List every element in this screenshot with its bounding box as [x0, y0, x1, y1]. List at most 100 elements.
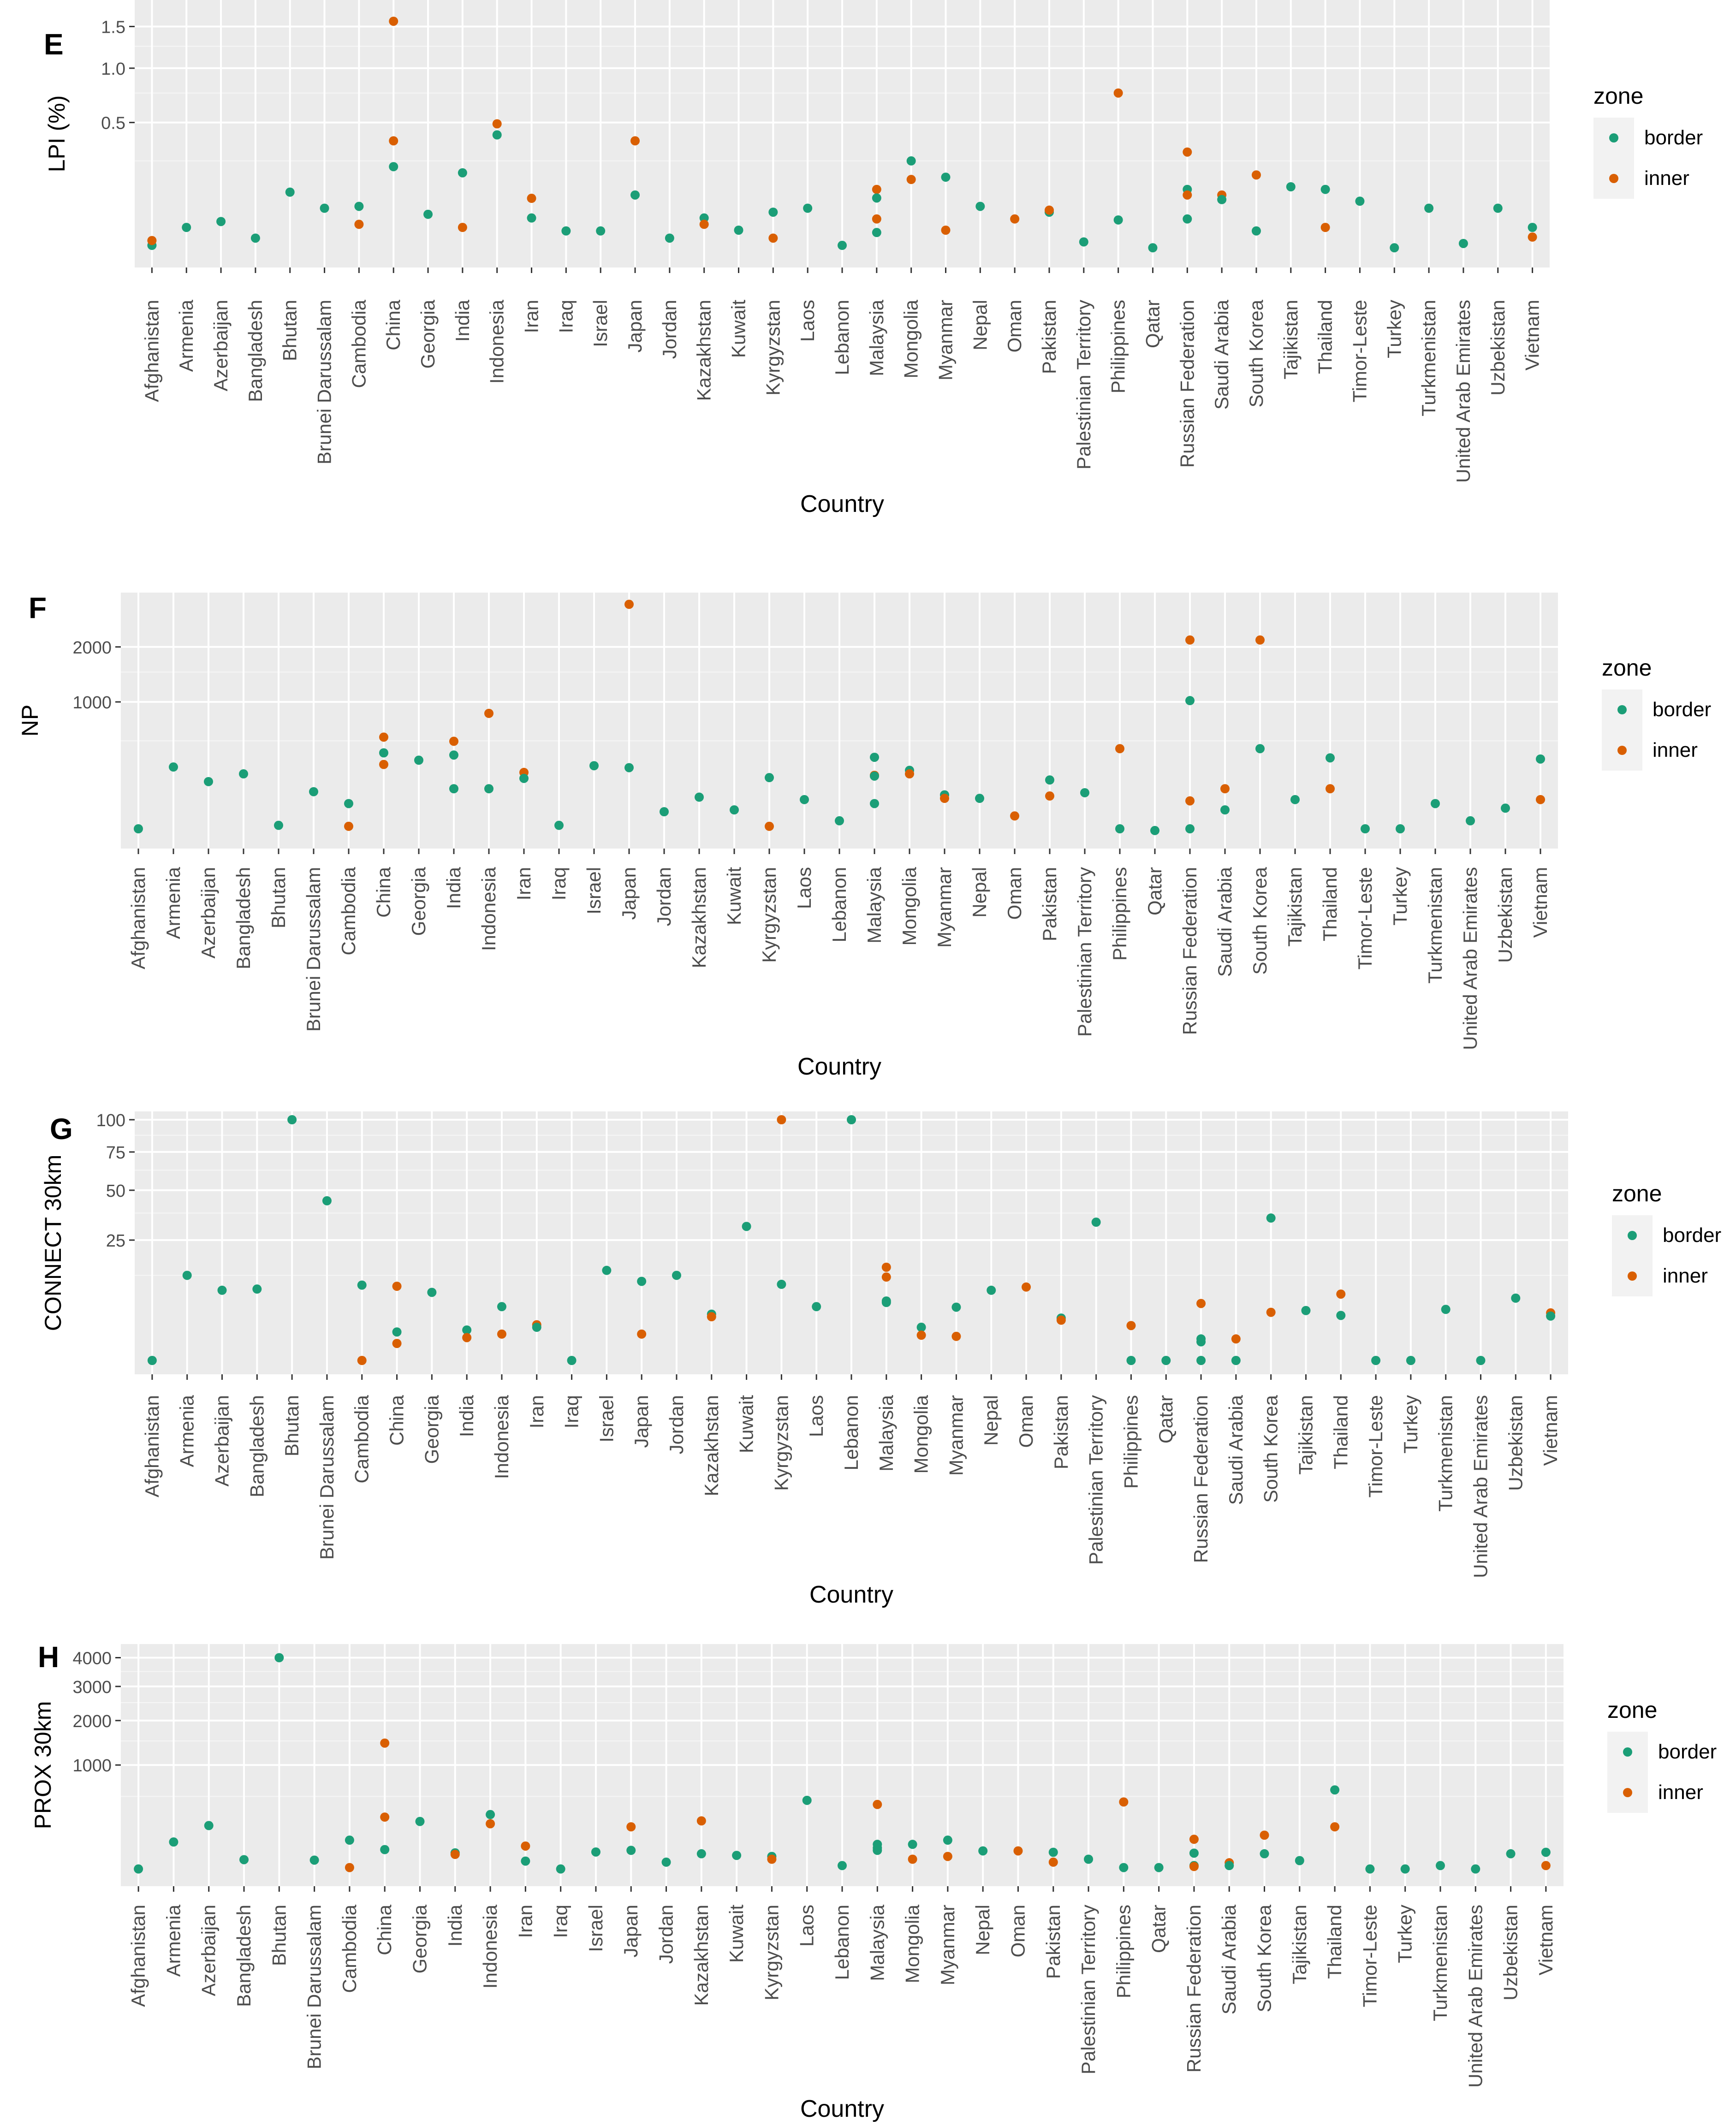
legend-key-border	[1623, 1747, 1632, 1757]
x-tick-label: Kuwait	[725, 1905, 747, 1963]
data-point-border	[1217, 195, 1227, 204]
data-point-border	[1161, 1356, 1171, 1365]
data-point-border	[1371, 1356, 1381, 1365]
x-tick-label: Armenia	[162, 867, 184, 939]
data-point-border	[978, 1846, 988, 1856]
data-point-border	[916, 1323, 926, 1332]
x-tick-label: Kazakhstan	[693, 300, 715, 401]
data-point-inner	[1251, 170, 1261, 180]
data-point-inner	[624, 600, 634, 609]
data-point-border	[521, 1856, 530, 1866]
data-point-border	[458, 168, 467, 178]
x-tick-label: Israel	[583, 867, 605, 915]
legend-label-border: border	[1658, 1740, 1717, 1763]
x-tick-label: Timor-Leste	[1365, 1395, 1386, 1498]
data-point-inner	[905, 769, 914, 779]
data-point-inner	[768, 233, 778, 243]
x-tick-label: Qatar	[1155, 1395, 1177, 1443]
data-point-border	[881, 1298, 891, 1307]
data-point-inner	[1022, 1282, 1031, 1292]
x-tick-label: Timor-Leste	[1359, 1905, 1380, 2007]
data-point-inner	[1013, 1846, 1023, 1856]
x-tick-label: Thailand	[1324, 1905, 1345, 1979]
data-point-border	[602, 1265, 612, 1275]
data-point-inner	[1189, 1835, 1199, 1844]
data-point-border	[732, 1851, 742, 1860]
data-point-border	[274, 820, 283, 830]
x-tick-label: Oman	[1015, 1395, 1037, 1448]
y-axis-title: LPI (%)	[44, 95, 70, 172]
data-point-border	[309, 787, 318, 796]
x-tick-label: Russian Federation	[1179, 867, 1201, 1035]
x-tick-label: Kyrgyzstan	[762, 300, 784, 396]
x-tick-label: Japan	[630, 1395, 652, 1448]
data-point-inner	[1260, 1830, 1269, 1840]
data-point-border	[449, 784, 458, 794]
data-point-border	[1330, 1785, 1340, 1795]
x-tick-label: Cambodia	[339, 1904, 360, 1993]
data-point-border	[941, 172, 951, 182]
data-point-border	[554, 820, 564, 830]
x-tick-label: Turkey	[1400, 1395, 1421, 1454]
x-tick-label: Philippines	[1112, 1905, 1134, 1998]
data-point-border	[345, 1835, 354, 1845]
x-tick-label: Myanmar	[933, 867, 955, 948]
x-tick-label: Palestinian Territory	[1074, 867, 1095, 1037]
x-tick-label: Kuwait	[736, 1395, 757, 1453]
x-tick-label: Jordan	[659, 300, 680, 359]
data-point-border	[389, 162, 398, 172]
data-point-inner	[497, 1329, 506, 1339]
x-tick-label: Kyrgyzstan	[770, 1395, 792, 1491]
data-point-inner	[449, 736, 458, 746]
data-point-border	[908, 1840, 917, 1849]
x-tick-label: Bangladesh	[233, 1905, 255, 2007]
x-tick-label: Brunei Darussalam	[314, 300, 335, 464]
data-point-inner	[357, 1356, 367, 1365]
x-tick-label: Saudi Arabia	[1214, 867, 1236, 977]
data-point-border	[734, 226, 743, 235]
x-tick-label: Uzbekistan	[1504, 1395, 1526, 1491]
data-point-inner	[450, 1850, 460, 1859]
data-point-inner	[1528, 232, 1537, 242]
x-tick-label: South Korea	[1260, 1395, 1282, 1502]
data-point-border	[134, 1864, 143, 1874]
x-tick-label: Brunei Darussalam	[316, 1395, 338, 1560]
y-tick-label: 4000	[72, 1649, 112, 1668]
data-point-border	[872, 228, 881, 238]
data-point-border	[561, 226, 571, 236]
x-tick-label: Cambodia	[338, 867, 359, 955]
data-point-border	[1471, 1864, 1480, 1874]
data-point-inner	[345, 1863, 354, 1872]
x-tick-label: Uzbekistan	[1494, 867, 1516, 963]
x-tick-label: Uzbekistan	[1500, 1905, 1522, 2001]
data-point-border	[1320, 184, 1330, 194]
x-tick-label: China	[386, 1395, 408, 1445]
x-tick-label: Israel	[585, 1905, 606, 1952]
x-tick-label: Thailand	[1314, 300, 1336, 374]
data-point-inner	[908, 1854, 917, 1864]
data-point-inner	[637, 1329, 647, 1339]
data-point-inner	[1044, 205, 1054, 215]
panel-letter: F	[29, 591, 47, 624]
data-point-inner	[1126, 1321, 1136, 1330]
data-point-inner	[1336, 1289, 1346, 1299]
y-tick-label: 2000	[72, 1712, 112, 1731]
data-point-border	[204, 1821, 214, 1830]
x-tick-label: Kyrgyzstan	[761, 1905, 782, 2001]
x-tick-label: Saudi Arabia	[1225, 1395, 1247, 1505]
x-tick-label: Nepal	[969, 300, 991, 350]
x-tick-label: United Arab Emirates	[1464, 1905, 1486, 2088]
data-point-inner	[881, 1272, 891, 1282]
data-point-border	[1365, 1864, 1375, 1874]
data-point-border	[1458, 238, 1468, 248]
data-point-border	[309, 1855, 319, 1865]
data-point-border	[1506, 1849, 1516, 1859]
data-point-border	[1154, 1863, 1164, 1872]
y-tick-label: 2000	[72, 638, 112, 658]
data-point-border	[1396, 824, 1405, 834]
x-tick-label: Oman	[1004, 867, 1025, 920]
x-tick-label: Russian Federation	[1183, 1905, 1205, 2073]
data-point-border	[250, 233, 260, 243]
